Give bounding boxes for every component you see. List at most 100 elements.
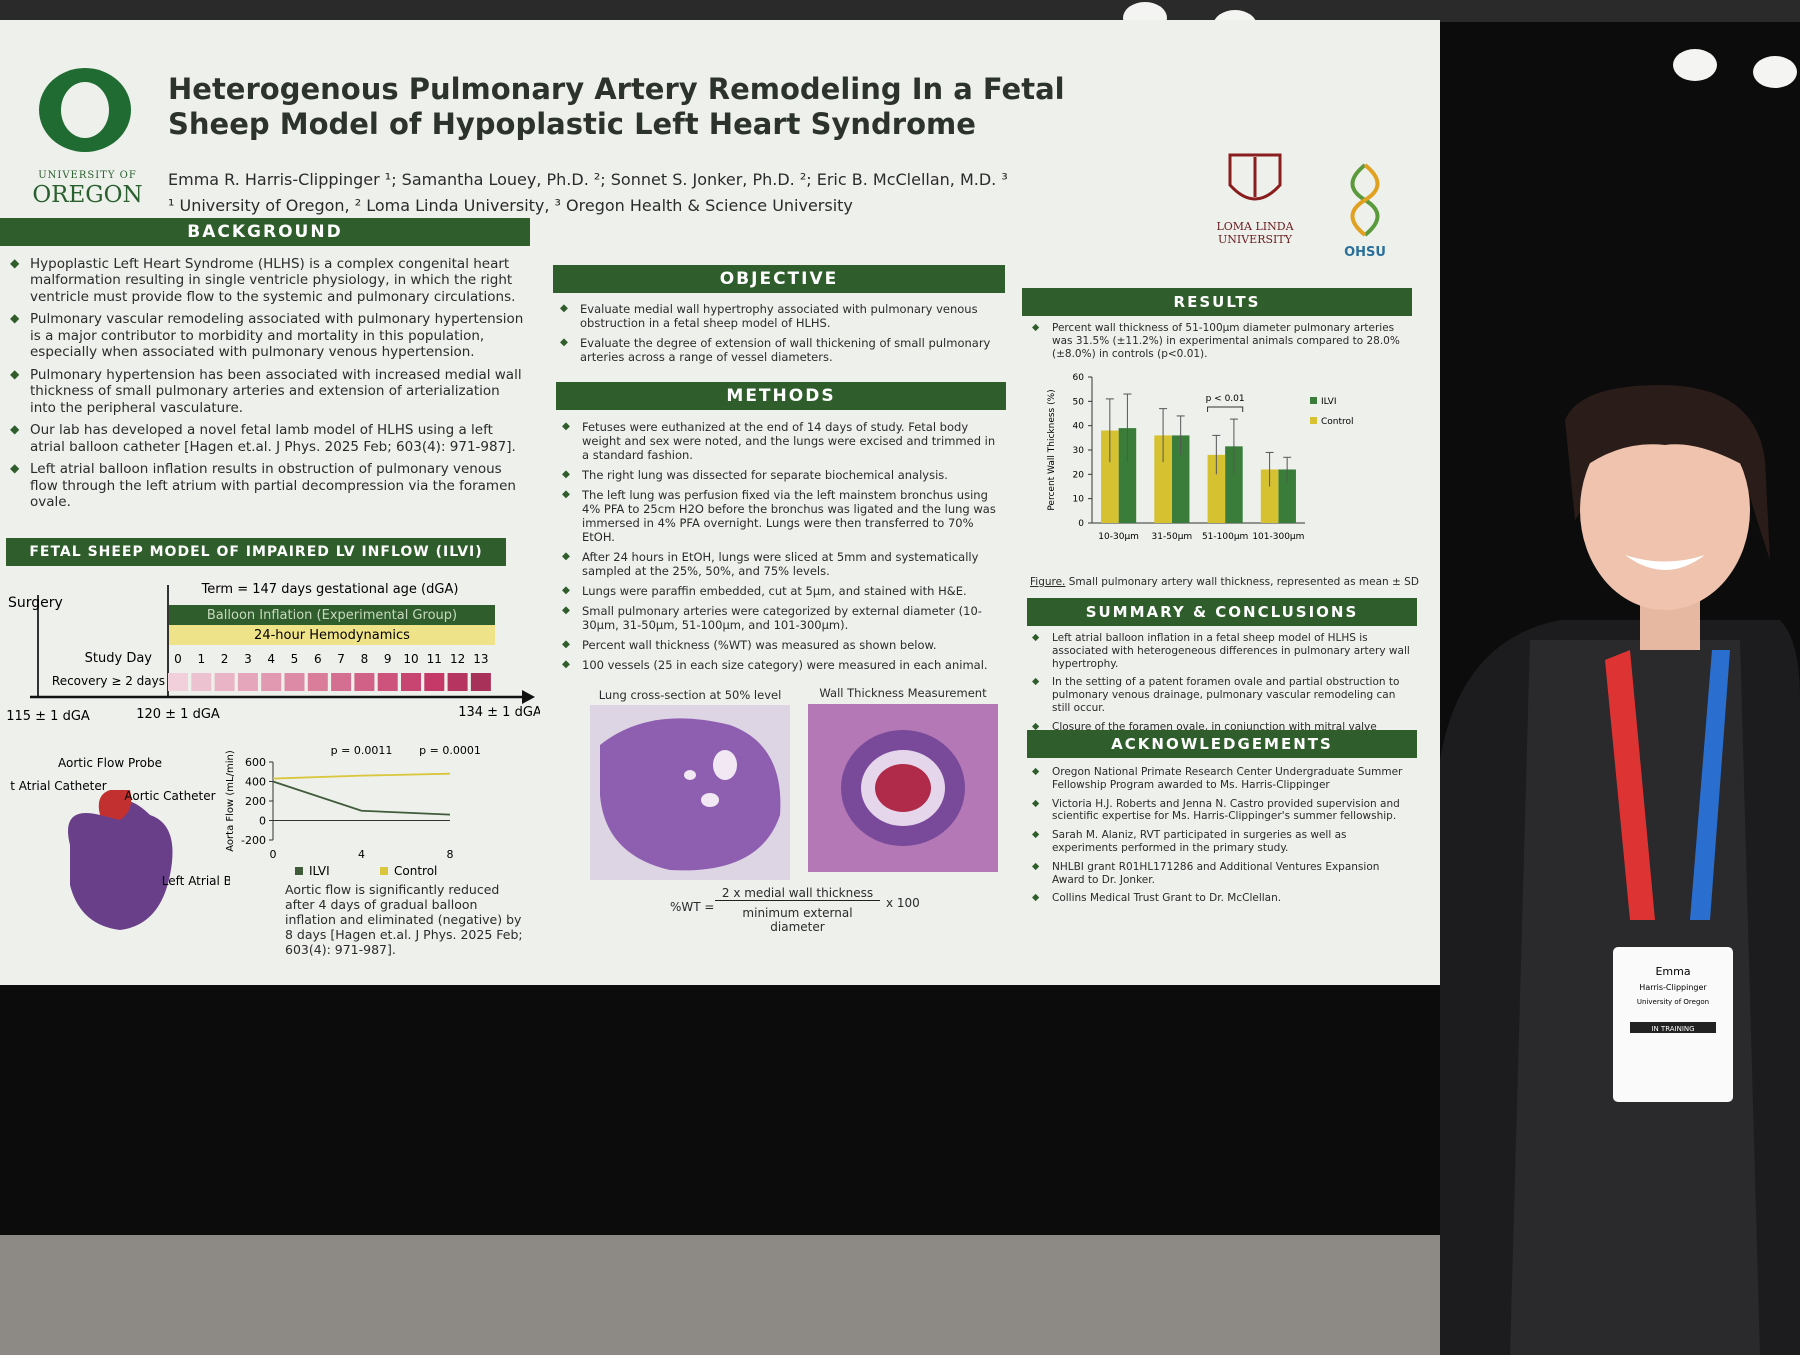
section-heading: SUMMARY & CONCLUSIONS — [1027, 598, 1417, 626]
bar-chart: 0 10 20 30 40 50 60 Percent Wall Thickness (%) 1… — [1047, 373, 1354, 542]
day-number: 1 — [197, 652, 205, 666]
figure-caption: Figure. Small pulmonary artery wall thic… — [1030, 576, 1420, 588]
recovery: Recovery ≥ 2 days — [52, 674, 165, 688]
bullet-list: Fetuses were euthanized at the end of 14… — [560, 420, 1005, 678]
title: Heterogenous Pulmonary Artery Remodeling… — [168, 72, 1065, 142]
y-tick-label: -200 — [241, 834, 266, 847]
vessel-image — [808, 704, 998, 872]
recovery-cell — [214, 673, 235, 691]
bullet: Evaluate medial wall hypertrophy associa… — [558, 302, 1003, 330]
aorta — [98, 790, 132, 820]
model-caption: Aortic flow is significantly reduced aft… — [285, 882, 523, 957]
term: Term = 147 days gestational age (dGA) — [201, 582, 459, 597]
y-tick-label: 50 — [1073, 397, 1085, 407]
light — [1673, 49, 1717, 81]
y-tick-label: 30 — [1073, 446, 1085, 456]
flow-chart: -200 0 200 400 600 0 4 8 Aorta Flow (mL/min) ILVI… — [225, 744, 481, 878]
face — [1580, 410, 1750, 610]
bullet: Pulmonary hypertension has been associat… — [8, 367, 528, 416]
oregon-logo — [39, 68, 131, 152]
lanyard — [1690, 650, 1730, 920]
bullet: Collins Medical Trust Grant to Dr. McCle… — [1030, 892, 1415, 905]
y-tick-label: 40 — [1073, 422, 1085, 432]
arrow — [522, 690, 535, 704]
section-heading: BACKGROUND — [0, 218, 530, 246]
section-heading: FETAL SHEEP MODEL OF IMPAIRED LV INFLOW … — [6, 538, 506, 566]
badge-tag-box — [1630, 1022, 1716, 1033]
day-number: 10 — [403, 652, 418, 666]
caption: Small pulmonary artery wall thickness, r… — [1068, 576, 1419, 588]
recovery-cell — [261, 673, 282, 691]
bullet: In the setting of a patent foramen ovale… — [1030, 676, 1415, 714]
annotation: p = 0.0001 — [419, 744, 481, 757]
loma-linda-text: LOMA LINDA UNIVERSITY — [1216, 220, 1294, 246]
bullet: Left atrial balloon inflation in a fetal… — [1030, 632, 1415, 670]
day-number: 9 — [384, 652, 392, 666]
recovery-cell — [284, 673, 305, 691]
bullet: Sarah M. Alaniz, RVT participated in sur… — [1030, 829, 1415, 855]
badge-name: Emma — [1655, 965, 1690, 978]
day-number: 8 — [361, 652, 369, 666]
recovery-cell — [377, 673, 398, 691]
y-tick-label: 60 — [1073, 373, 1085, 383]
recovery-cell — [447, 673, 468, 691]
poster: UNIVERSITY OF OREGON Heterogenous Pulmon… — [0, 20, 1440, 985]
annotation: p = 0.0011 — [331, 744, 393, 757]
legend-swatch — [1310, 397, 1317, 404]
legend-label: Control — [394, 864, 437, 878]
day-number: 7 — [337, 652, 345, 666]
heart-label: Left Atrial Balloon — [162, 874, 230, 888]
lung-image — [590, 705, 790, 880]
day-number: 3 — [244, 652, 252, 666]
day-number: 13 — [473, 652, 488, 666]
section-heading: OBJECTIVE — [553, 265, 1005, 293]
annotation: p < 0.01 — [1206, 394, 1245, 404]
heart-label: Aortic Flow Probe — [58, 756, 162, 770]
line — [272, 780, 451, 816]
bullet: Lungs were paraffin embedded, cut at 5µm… — [560, 584, 1005, 598]
section-heading: METHODS — [556, 382, 1006, 410]
heart-diagram: Aortic Flow Probe Right Atrial Catheter … — [10, 756, 230, 930]
inflation-age: 120 ± 1 dGA — [136, 707, 220, 722]
x-tick-label: 51-100µm — [1202, 532, 1248, 542]
y-tick-label: 10 — [1073, 495, 1085, 505]
study-day: Study Day — [85, 651, 153, 666]
y-tick-label: 200 — [245, 795, 266, 808]
recovery-cell — [470, 673, 491, 691]
heart-label: Right Atrial Catheter — [10, 779, 107, 793]
section-heading: RESULTS — [1022, 288, 1412, 316]
bullet: After 24 hours in EtOH, lungs were slice… — [560, 550, 1005, 578]
heart — [68, 800, 173, 930]
results-text: Percent wall thickness of 51-100µm diame… — [1030, 322, 1410, 366]
legend-swatch — [295, 867, 303, 875]
day-number: 2 — [221, 652, 229, 666]
figure-label: Lung cross-section at 50% level — [598, 688, 782, 702]
hemodynamics-bar — [168, 625, 495, 645]
bar — [1207, 454, 1226, 523]
formula-numerator: 2 x medial wall thickness — [715, 886, 880, 901]
balloon-label: Balloon Inflation (Experimental Group) — [207, 608, 457, 623]
y-tick-label: 0 — [1078, 519, 1084, 529]
y-tick-label: 600 — [245, 756, 266, 769]
line — [272, 772, 451, 780]
recovery-cell — [354, 673, 375, 691]
fringe — [1580, 400, 1752, 470]
bullet: Small pulmonary arteries were categorize… — [560, 604, 1005, 632]
recovery-cell — [307, 673, 328, 691]
x-tick-label: 8 — [447, 848, 454, 861]
formula-denominator: minimum external diameter — [742, 906, 853, 934]
bar — [1118, 428, 1137, 523]
bar — [1101, 430, 1119, 523]
bullet: Victoria H.J. Roberts and Jenna N. Castr… — [1030, 798, 1415, 824]
hemodynamics-label: 24-hour Hemodynamics — [254, 628, 410, 643]
y-tick-label: 400 — [245, 776, 266, 789]
ohsu-text: OHSU — [1344, 245, 1386, 260]
bar — [1154, 435, 1172, 523]
bullet: Hypoplastic Left Heart Syndrome (HLHS) i… — [8, 256, 528, 305]
results-text: Percent wall thickness of 51-100µm diame… — [1030, 322, 1410, 360]
timeline: Term = 147 days gestational age (dGA) Su… — [6, 582, 540, 724]
bullet: The left lung was perfusion fixed via th… — [560, 488, 1005, 544]
y-tick-label: 20 — [1073, 470, 1085, 480]
badge-org: University of Oregon — [1637, 998, 1709, 1006]
bullet: NHLBI grant R01HL171286 and Additional V… — [1030, 861, 1415, 887]
